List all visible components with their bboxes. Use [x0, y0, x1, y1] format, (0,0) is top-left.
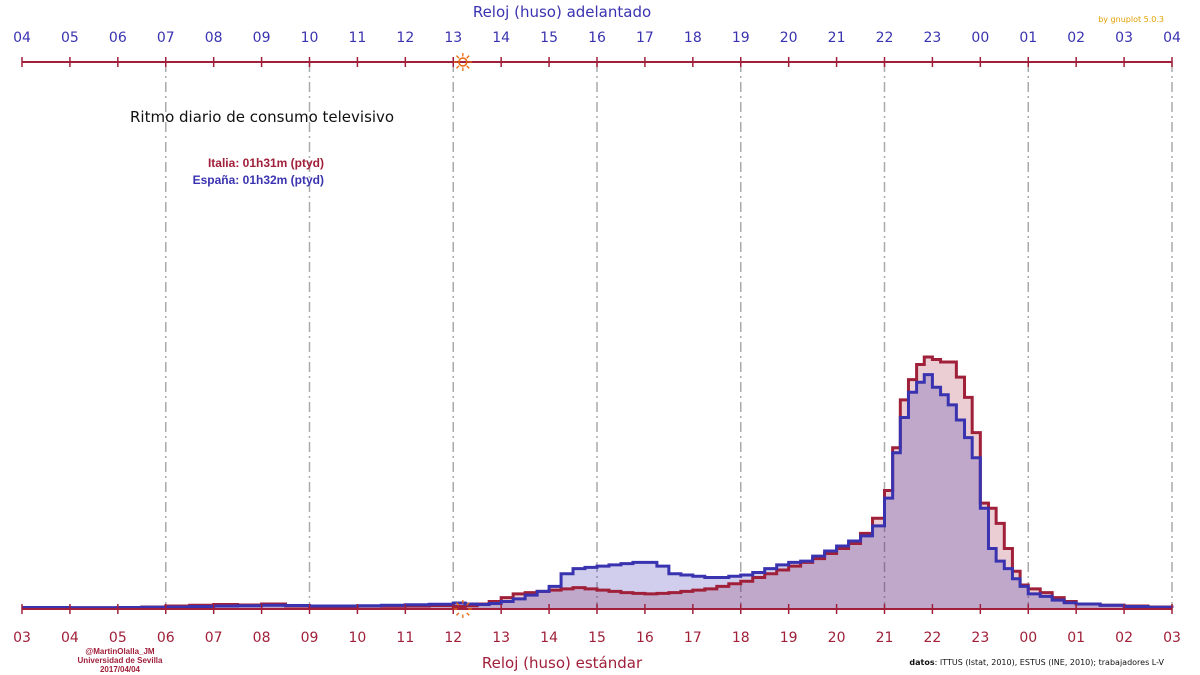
top-tick-label: 13 [444, 30, 462, 46]
gridlines [165, 62, 1173, 609]
credit-university: Universidad de Sevilla [78, 656, 163, 665]
bottom-tick-label: 03 [13, 630, 31, 646]
sun-ray [456, 65, 460, 69]
tick-labels: 04 05 06 07 08 09 10 11 12 13 14 15 16 17 18 19 20 21 22 23… [13, 30, 1181, 646]
bottom-tick-label: 05 [109, 630, 127, 646]
bottom-tick-label: 23 [971, 630, 989, 646]
bottom-tick-label: 19 [780, 630, 798, 646]
sun-ray [456, 55, 460, 59]
sun-ray [456, 602, 460, 606]
top-axis-title: Reloj (huso) adelantado [473, 3, 651, 21]
bottom-tick-label: 13 [492, 630, 510, 646]
gnuplot-credit: by gnuplot 5.0.3 [1098, 15, 1164, 24]
bottom-tick-label: 02 [1115, 630, 1133, 646]
top-tick-label: 17 [636, 30, 654, 46]
bottom-tick-label: 16 [636, 630, 654, 646]
bottom-tick-label: 07 [205, 630, 223, 646]
bottom-tick-label: 18 [732, 630, 750, 646]
series-fill-1 [22, 374, 1172, 609]
top-tick-label: 15 [540, 30, 558, 46]
bottom-tick-label: 03 [1163, 630, 1181, 646]
top-tick-label: 11 [349, 30, 367, 46]
top-tick-label: 04 [1163, 30, 1181, 46]
bottom-tick-label: 15 [588, 630, 606, 646]
top-tick-label: 00 [971, 30, 989, 46]
bottom-axis-title: Reloj (huso) estándar [482, 654, 643, 672]
sun-marker [453, 53, 472, 71]
bottom-tick-label: 12 [444, 630, 462, 646]
bottom-tick-label: 09 [301, 630, 319, 646]
top-tick-label: 20 [780, 30, 798, 46]
top-tick-label: 04 [13, 30, 31, 46]
top-tick-label: 07 [157, 30, 175, 46]
top-tick-label: 16 [588, 30, 606, 46]
top-tick-label: 10 [301, 30, 319, 46]
sun-ray [466, 612, 470, 616]
top-tick-label: 08 [205, 30, 223, 46]
sun-ray [466, 65, 470, 69]
series-lines [22, 355, 1174, 610]
top-tick-label: 03 [1115, 30, 1133, 46]
axes [21, 57, 1173, 614]
legend-espana: España: 01h32m (ptyd) [193, 173, 324, 187]
series-line-1 [22, 373, 1174, 610]
top-tick-label: 06 [109, 30, 127, 46]
sun-disc [458, 57, 468, 67]
top-tick-label: 21 [828, 30, 846, 46]
bottom-tick-label: 21 [876, 630, 894, 646]
top-tick-label: 23 [924, 30, 942, 46]
bottom-tick-label: 01 [1067, 630, 1085, 646]
bottom-tick-label: 11 [396, 630, 414, 646]
sun-icon [453, 53, 472, 618]
bottom-tick-label: 00 [1019, 630, 1037, 646]
bottom-tick-label: 06 [157, 630, 175, 646]
sun-ray [466, 55, 470, 59]
credit-date: 2017/04/04 [100, 665, 141, 674]
bottom-tick-label: 04 [61, 630, 79, 646]
series-fills [22, 357, 1172, 609]
series-fill-0 [22, 357, 1172, 609]
sun-ray [456, 612, 460, 616]
top-tick-label: 18 [684, 30, 702, 46]
top-tick-label: 05 [61, 30, 79, 46]
bottom-tick-label: 08 [253, 630, 271, 646]
top-tick-label: 09 [253, 30, 271, 46]
top-tick-label: 01 [1019, 30, 1037, 46]
legend-italia: Italia: 01h31m (ptyd) [208, 156, 324, 170]
credit-author: @MartinOlalla_JM [85, 647, 154, 656]
top-tick-label: 14 [492, 30, 510, 46]
sun-ray [466, 602, 470, 606]
chart-title: Ritmo diario de consumo televisivo [130, 108, 394, 126]
top-tick-label: 22 [876, 30, 894, 46]
top-tick-label: 02 [1067, 30, 1085, 46]
top-tick-label: 19 [732, 30, 750, 46]
bottom-tick-label: 14 [540, 630, 558, 646]
top-tick-label: 12 [396, 30, 414, 46]
bottom-tick-label: 17 [684, 630, 702, 646]
sun-marker [453, 600, 472, 618]
data-source: datos: ITTUS (Istat, 2010), ESTUS (INE, … [909, 658, 1164, 667]
bottom-tick-label: 20 [828, 630, 846, 646]
bottom-tick-label: 10 [349, 630, 367, 646]
bottom-tick-label: 22 [924, 630, 942, 646]
